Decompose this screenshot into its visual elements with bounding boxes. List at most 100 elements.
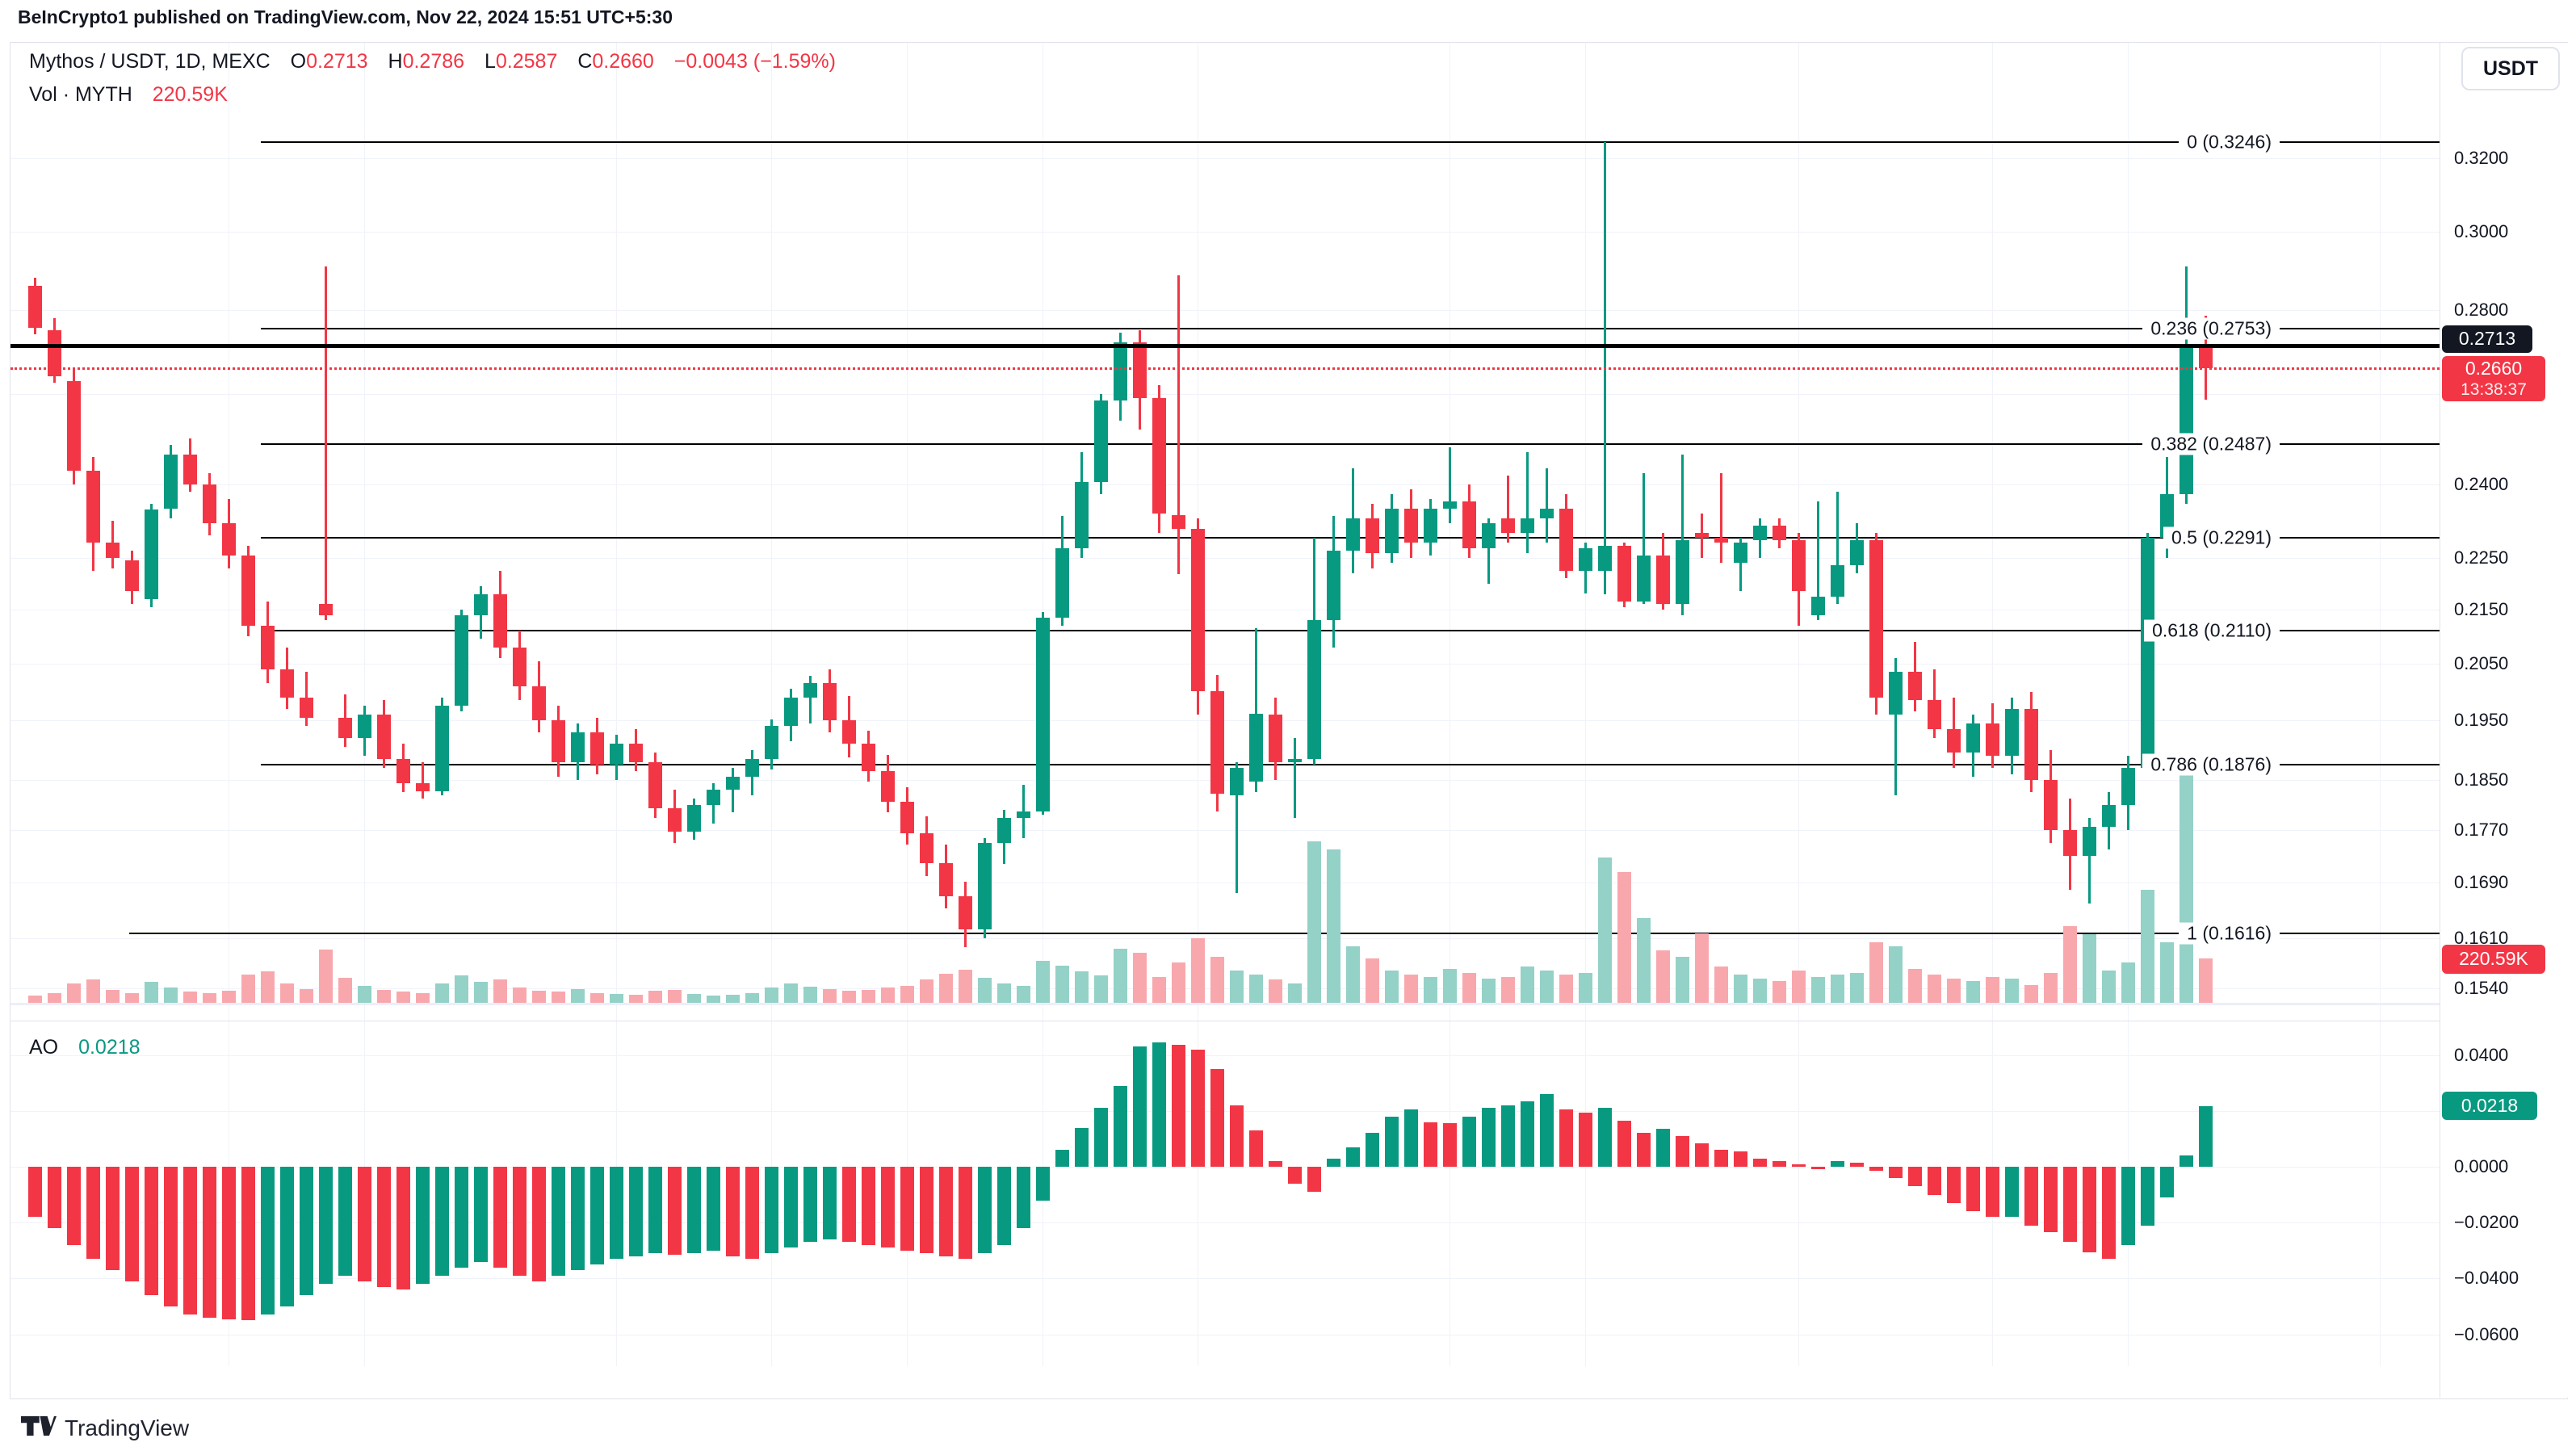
volume-bar (667, 989, 682, 1003)
candle-body (1113, 342, 1127, 400)
volume-bar (1655, 950, 1670, 1003)
chart-plot-area[interactable]: 0 (0.3246) 0.236 (0.2753) 0.382 (0.2487) 0.… (10, 43, 2440, 1366)
tradingview-logo[interactable]: TradingView (21, 1411, 189, 1445)
volume-bar (2024, 984, 2038, 1003)
volume-bar (1190, 938, 1205, 1003)
price-gridline (10, 988, 2440, 989)
ao-bar (1016, 1167, 1030, 1229)
candle-body (2101, 804, 2116, 828)
candle-body (1190, 528, 1205, 691)
candle-body (434, 706, 449, 791)
ao-bar (1152, 1042, 1166, 1167)
candle-body (27, 285, 42, 329)
time-gridline (2128, 43, 2129, 1366)
attribution-text: BeInCrypto1 published on TradingView.com… (18, 6, 673, 27)
candle-body (1074, 482, 1089, 548)
candle-body (900, 802, 914, 834)
ao-bar (1830, 1161, 1844, 1167)
volume-bar (1113, 948, 1127, 1003)
ao-bar (454, 1167, 468, 1268)
price-gridline (10, 937, 2440, 939)
ao-value: 0.0218 (78, 1036, 141, 1059)
candle-body (919, 833, 933, 863)
ao-axis-label: −0.0600 (2454, 1323, 2519, 1344)
candle-body (1927, 700, 1941, 730)
ao-bar (1636, 1133, 1651, 1167)
candle-wick (421, 761, 424, 799)
ao-bar (1307, 1167, 1321, 1193)
volume-bar (551, 992, 565, 1003)
ao-bar (2043, 1167, 2058, 1233)
ao-bar (589, 1167, 604, 1265)
price-gridline (10, 830, 2440, 832)
ao-bar (1326, 1158, 1340, 1167)
volume-bar (1927, 975, 1941, 1003)
candle-body (2121, 768, 2135, 805)
price-axis-label: 0.1770 (2454, 820, 2509, 841)
candle-body (183, 454, 197, 485)
ao-bar (512, 1167, 527, 1276)
candle-body (1907, 672, 1922, 701)
ao-label: AO (29, 1036, 59, 1059)
volume-bar (1966, 980, 1980, 1003)
fib-level-label: 1 (0.1616) (2179, 922, 2280, 945)
ao-bar (338, 1167, 352, 1276)
candle-body (1966, 723, 1980, 753)
fib-level-line (261, 630, 2440, 632)
ao-bar (1888, 1167, 1903, 1178)
candle-body (958, 896, 972, 930)
volume-bar (977, 977, 992, 1003)
ao-bar (1500, 1105, 1515, 1167)
volume-bar (1888, 946, 1903, 1003)
volume-bar (1946, 979, 1961, 1003)
price-axis-label: 0.2800 (2454, 299, 2509, 320)
candle-body (1772, 526, 1786, 541)
price-axis[interactable]: 0.3200 0.3000 0.2800 0.2400 0.2250 0.2150 0.20… (2440, 43, 2576, 1398)
change-value: −0.0043 (−1.59%) (673, 50, 836, 73)
volume-bar (1714, 967, 1728, 1003)
last-close-line (10, 344, 2440, 348)
ao-bar (822, 1167, 837, 1239)
candle-body (725, 777, 740, 790)
volume-bar (2004, 979, 2019, 1003)
volume-bar (2082, 934, 2096, 1003)
tradingview-logo-icon (21, 1411, 57, 1445)
volume-bar (1171, 962, 1185, 1003)
volume-bar (1248, 975, 1263, 1003)
ao-gridline (10, 1278, 2440, 1280)
ao-bar (86, 1167, 100, 1260)
ao-bar (415, 1167, 430, 1285)
volume-bar (2159, 942, 2174, 1003)
symbol-title: Mythos / USDT, 1D, MEXC (29, 50, 271, 73)
price-axis-label: 0.3200 (2454, 148, 2509, 168)
volume-bar (1074, 971, 1089, 1003)
candle-body (1830, 565, 1844, 597)
candle-wick (1448, 447, 1451, 523)
volume-bar (1597, 857, 1612, 1003)
ao-bar (977, 1167, 992, 1254)
candle-body (570, 732, 585, 762)
volume-bar (124, 992, 139, 1003)
ao-bar (434, 1167, 449, 1276)
ao-bar (1559, 1109, 1573, 1167)
candle-wick (1894, 658, 1897, 796)
candle-body (2004, 708, 2019, 757)
candle-body (667, 807, 682, 832)
ao-bar (473, 1167, 488, 1262)
volume-bar (1132, 952, 1147, 1003)
volume-bar (1869, 942, 1883, 1003)
currency-toggle-button[interactable]: USDT (2461, 47, 2560, 90)
ao-bar (1791, 1164, 1806, 1167)
ao-bar (1210, 1068, 1224, 1167)
ao-bar (260, 1167, 275, 1315)
volume-bar (803, 987, 817, 1003)
ao-bar (1772, 1161, 1786, 1167)
volume-bar (1520, 967, 1534, 1003)
ao-bar (1345, 1147, 1360, 1167)
ao-bar (1810, 1167, 1825, 1170)
fib-level-line (261, 443, 2440, 446)
candle-body (1694, 533, 1709, 539)
price-gridline (10, 158, 2440, 159)
volume-bar (318, 949, 333, 1003)
ao-bar (1694, 1143, 1709, 1167)
